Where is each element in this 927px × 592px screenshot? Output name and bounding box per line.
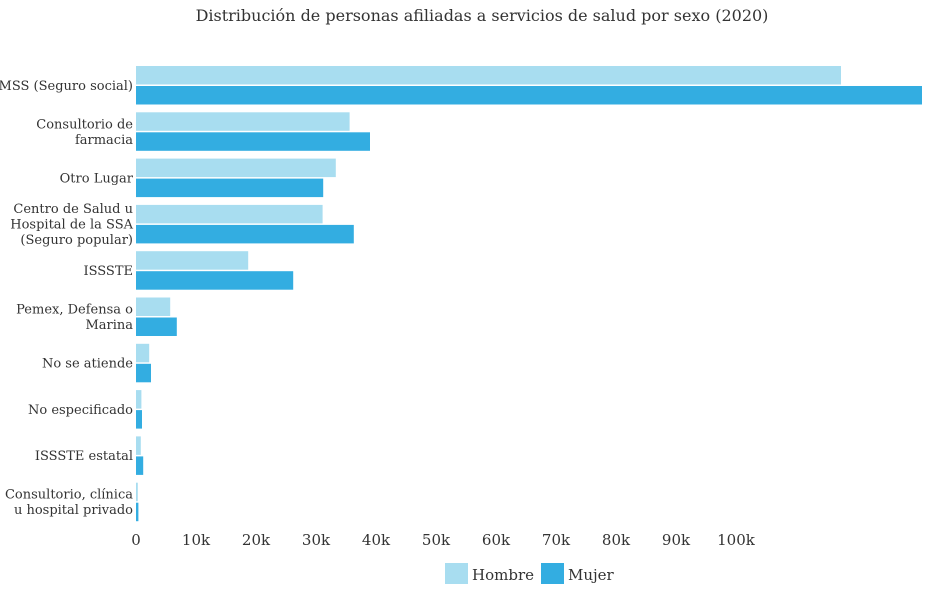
category-label-line: No se atiende <box>42 357 133 372</box>
x-tick-label-6: 60k <box>482 531 511 549</box>
category-label-1: Consultorio de farmacia <box>36 117 133 148</box>
category-label-line: ISSSTE estatal <box>35 449 133 464</box>
category-label-line: Pemex, Defensa o <box>16 303 133 318</box>
category-label-3: Centro de Salud u Hospital de la SSA (Segu… <box>10 202 133 248</box>
category-label-5: Pemex, Defensa o Marina <box>16 303 133 334</box>
bar-hombre-9[interactable] <box>136 482 138 502</box>
category-label-line: IMSS (Seguro social) <box>0 79 133 94</box>
bar-mujer-1[interactable] <box>136 132 370 151</box>
bar-mujer-2[interactable] <box>136 178 324 198</box>
legend-swatch-hombre[interactable] <box>445 563 468 584</box>
bar-hombre-4[interactable] <box>136 251 249 270</box>
bar-mujer-4[interactable] <box>136 271 294 290</box>
category-label-line: u hospital privado <box>14 503 133 518</box>
legend[interactable]: Hombre Mujer <box>445 563 615 584</box>
category-label-line: Centro de Salud u <box>13 202 133 217</box>
chart-title: Distribución de personas afiliadas a ser… <box>196 6 769 25</box>
bar-hombre-8[interactable] <box>136 436 141 455</box>
bar-mujer-7[interactable] <box>136 410 142 429</box>
legend-label-mujer[interactable]: Mujer <box>568 566 615 584</box>
x-tick-label-3: 30k <box>302 531 331 549</box>
category-label-line: Consultorio de <box>36 117 133 132</box>
x-tick-label-9: 90k <box>662 531 691 549</box>
category-label-line: (Seguro popular) <box>20 233 133 248</box>
bar-mujer-9[interactable] <box>136 502 139 522</box>
bar-mujer-8[interactable] <box>136 456 144 475</box>
x-tick-label-1: 10k <box>182 531 211 549</box>
category-label-line: Consultorio, clínica <box>5 488 133 503</box>
category-label-8: ISSSTE estatal <box>35 449 133 464</box>
x-tick-label-2: 20k <box>242 531 271 549</box>
legend-label-hombre[interactable]: Hombre <box>472 566 534 584</box>
category-label-line: farmacia <box>75 133 133 148</box>
bar-hombre-3[interactable] <box>136 204 323 224</box>
bar-hombre-1[interactable] <box>136 112 350 131</box>
x-tick-label-8: 80k <box>602 531 631 549</box>
x-tick-label-0: 0 <box>131 531 141 549</box>
bar-hombre-7[interactable] <box>136 390 142 409</box>
category-label-line: Hospital de la SSA <box>10 218 133 233</box>
category-label-line: Marina <box>85 318 133 333</box>
category-label-6: No se atiende <box>42 357 133 372</box>
category-label-2: Otro Lugar <box>60 171 134 186</box>
category-label-0: IMSS (Seguro social) <box>0 79 133 94</box>
x-tick-label-7: 70k <box>542 531 571 549</box>
category-label-line: Otro Lugar <box>60 171 134 186</box>
category-label-9: Consultorio, clínica u hospital privado <box>5 488 133 519</box>
bar-mujer-5[interactable] <box>136 317 177 337</box>
category-label-line: ISSSTE <box>83 264 133 279</box>
x-tick-label-10: 100k <box>717 531 756 549</box>
category-labels: IMSS (Seguro social) Consultorio de farmac… <box>0 79 134 518</box>
bar-hombre-0[interactable] <box>136 66 841 85</box>
category-label-4: ISSSTE <box>83 264 133 279</box>
bar-mujer-0[interactable] <box>136 86 922 105</box>
bars-layer <box>136 66 922 522</box>
x-tick-label-5: 50k <box>422 531 451 549</box>
x-axis-ticks: 0 10k 20k 30k 40k 50k 60k 70k 80k 90k 100k <box>131 531 756 549</box>
bar-hombre-6[interactable] <box>136 343 150 363</box>
legend-swatch-mujer[interactable] <box>541 563 564 584</box>
x-tick-label-4: 40k <box>362 531 391 549</box>
bar-mujer-3[interactable] <box>136 224 354 244</box>
bar-hombre-2[interactable] <box>136 158 336 178</box>
bar-hombre-5[interactable] <box>136 297 171 317</box>
category-label-7: No especificado <box>28 403 133 418</box>
bar-mujer-6[interactable] <box>136 363 151 383</box>
category-label-line: No especificado <box>28 403 133 418</box>
